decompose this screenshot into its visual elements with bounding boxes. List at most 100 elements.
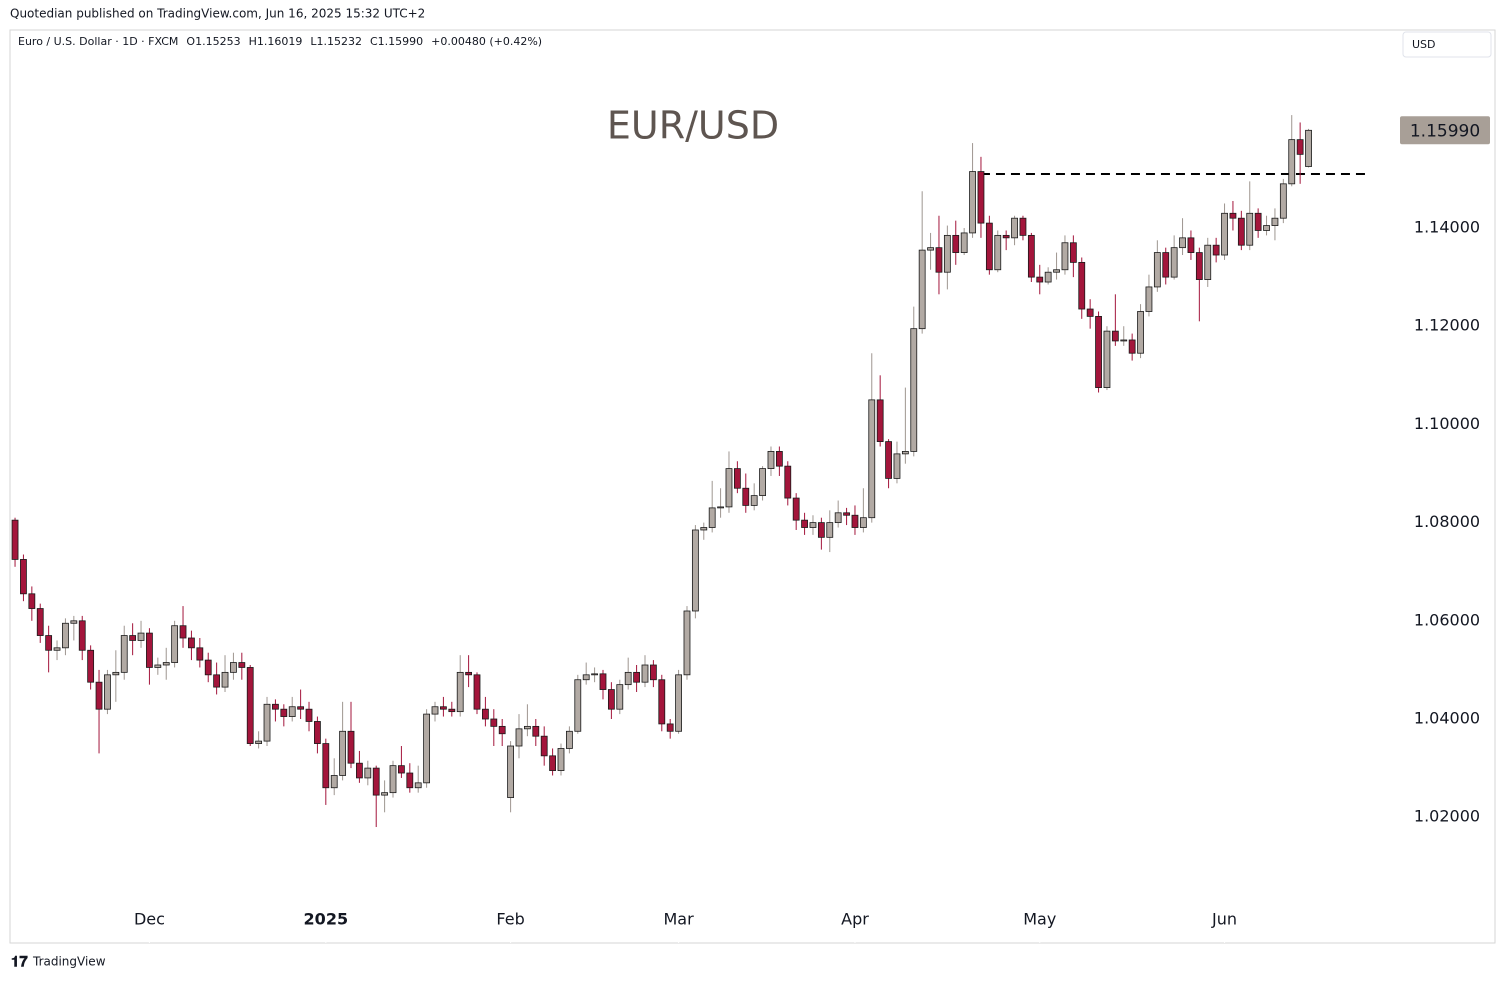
candle bbox=[599, 669, 607, 700]
candle bbox=[784, 461, 792, 506]
candle-body bbox=[691, 529, 699, 612]
candle bbox=[969, 143, 976, 238]
candle bbox=[272, 699, 279, 722]
candle-body bbox=[28, 593, 36, 609]
candle-body bbox=[1221, 212, 1228, 256]
plot: 1.02000 1.04000 1.06000 1.08000 1.10000 1.120… bbox=[11, 115, 1490, 943]
candle-body bbox=[1069, 242, 1077, 263]
candle bbox=[1288, 115, 1296, 187]
candle bbox=[364, 760, 372, 786]
candle-body bbox=[717, 506, 724, 509]
currency-button-box[interactable] bbox=[1402, 31, 1492, 58]
candle bbox=[557, 743, 565, 776]
candle bbox=[708, 480, 716, 533]
candle bbox=[767, 446, 775, 476]
candle bbox=[398, 746, 405, 778]
candle bbox=[801, 512, 808, 535]
candle bbox=[246, 665, 254, 747]
candle-body bbox=[280, 708, 288, 717]
candle bbox=[834, 500, 842, 528]
candle-body bbox=[540, 735, 548, 757]
candle-body bbox=[1195, 252, 1203, 280]
candle bbox=[691, 525, 699, 619]
candle-body bbox=[414, 782, 422, 789]
logo-mark: 𝟏𝟕 bbox=[11, 953, 28, 971]
ohlc-label: L1.15232 bbox=[310, 35, 362, 48]
candle-body bbox=[969, 171, 976, 234]
candle bbox=[994, 230, 1002, 273]
candle-body bbox=[490, 718, 498, 727]
candle-body bbox=[1027, 234, 1035, 278]
candle-body bbox=[1187, 237, 1195, 253]
ohlc-label: C1.15990 bbox=[370, 35, 423, 48]
candle bbox=[347, 701, 355, 769]
candle-body bbox=[1128, 339, 1136, 354]
candle bbox=[1296, 122, 1304, 184]
candle-body bbox=[607, 689, 615, 710]
candle-body bbox=[1137, 311, 1144, 354]
candle bbox=[1095, 311, 1102, 393]
candle bbox=[1011, 215, 1018, 246]
y-tick-label: 1.04000 bbox=[1414, 709, 1480, 728]
candle-body bbox=[1212, 244, 1220, 256]
candle-body bbox=[255, 740, 263, 744]
candle bbox=[314, 716, 321, 754]
candle-body bbox=[775, 451, 783, 467]
candle-body bbox=[809, 522, 817, 528]
candle-body bbox=[1061, 242, 1069, 271]
candle-body bbox=[767, 451, 775, 470]
candle-body bbox=[1296, 139, 1304, 155]
candle bbox=[465, 655, 473, 688]
candle bbox=[1002, 230, 1010, 251]
candle bbox=[297, 689, 305, 720]
candle bbox=[213, 662, 221, 695]
candle-body bbox=[330, 775, 338, 789]
candle bbox=[11, 517, 19, 567]
candle-body bbox=[70, 620, 78, 624]
x-tick-label: Feb bbox=[496, 910, 524, 929]
chart-frame bbox=[9, 29, 1496, 944]
symbol-legend: Euro / U.S. Dollar · 1D · FXCM O1.15253 H… bbox=[18, 35, 542, 48]
candle-body bbox=[1111, 330, 1119, 342]
candle-body bbox=[826, 522, 834, 538]
candle-body bbox=[952, 234, 960, 253]
candle-body bbox=[36, 608, 44, 636]
candle-body bbox=[641, 664, 649, 683]
candle-body bbox=[498, 725, 506, 735]
candle-body bbox=[935, 247, 943, 273]
last-price-label: 1.15990 bbox=[1410, 121, 1480, 141]
x-tick-label: May bbox=[1023, 910, 1056, 929]
candle bbox=[591, 667, 598, 683]
candle-body bbox=[389, 765, 397, 794]
candle bbox=[1103, 326, 1111, 391]
candle-body bbox=[885, 441, 892, 479]
candle-body bbox=[733, 468, 741, 489]
candle bbox=[851, 505, 859, 535]
candle bbox=[1246, 181, 1254, 251]
candle-body bbox=[1086, 308, 1094, 317]
candle-body bbox=[179, 625, 187, 639]
candle bbox=[565, 726, 573, 754]
candle-body bbox=[1078, 261, 1086, 310]
candle-body bbox=[120, 635, 128, 673]
candle-body bbox=[658, 679, 666, 725]
y-tick-label: 1.02000 bbox=[1414, 807, 1480, 826]
candle-body bbox=[137, 632, 145, 641]
candle-body bbox=[985, 222, 993, 271]
candle bbox=[1111, 294, 1119, 346]
change-label: +0.00480 (+0.42%) bbox=[431, 35, 542, 48]
candle-body bbox=[649, 664, 657, 681]
candle bbox=[230, 652, 237, 680]
candle bbox=[977, 156, 985, 238]
candle-body bbox=[759, 468, 766, 497]
candle bbox=[204, 652, 212, 683]
candle bbox=[36, 603, 44, 643]
candle-body bbox=[204, 659, 212, 676]
candle bbox=[154, 657, 162, 675]
candle bbox=[1086, 299, 1094, 329]
candle-body bbox=[347, 730, 355, 764]
candle bbox=[1195, 247, 1203, 322]
candle-body bbox=[532, 725, 540, 737]
candle bbox=[104, 669, 111, 715]
currency-button[interactable]: USD bbox=[1412, 38, 1436, 51]
